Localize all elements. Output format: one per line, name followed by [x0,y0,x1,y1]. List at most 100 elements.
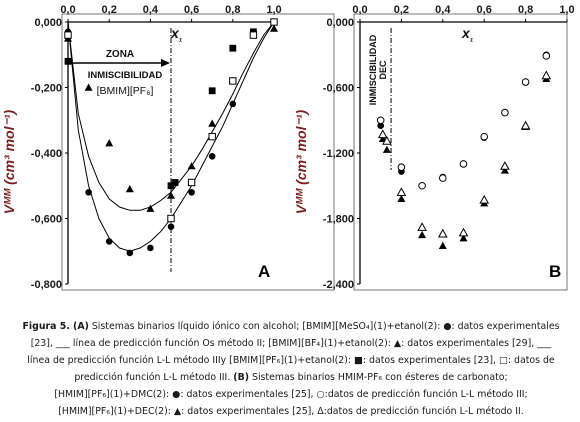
caption-line: línea de predicción función L-L método I… [8,352,574,369]
marker-3-6 [270,18,278,26]
y-axis-label-text: Vᴹᴹ (cm³ mol⁻¹) [1,109,17,214]
y-tick-label: -1,200 [323,148,354,160]
x-tick-label: 1,0 [266,4,281,16]
caption-segment: [HMIM][PF₆](1)+DEC(2): ▲: datos experime… [58,406,524,417]
marker-2-1 [382,145,391,153]
marker-2-3 [418,230,427,239]
x-tick-label: 1,0 [559,4,574,16]
immiscibility-text: INMISCIBILIDAD [368,34,378,105]
marker-1-7 [521,78,530,86]
marker-3-6 [479,194,490,204]
y-tick-label: -1,800 [323,214,354,226]
caption-line: predicción función L-L método III. (B) S… [8,369,574,386]
y-tick-label: -0,200 [31,83,62,95]
x-tick-label: 0,2 [102,4,117,16]
caption-line: [HMIM][PF₆](1)+DMC(2): ●: datos experime… [8,386,574,403]
marker-1-1 [84,83,93,91]
marker-1-2 [418,181,426,190]
y-tick-label: -0,400 [31,148,62,160]
panel-label: A [258,262,270,281]
ionic-liquid-label: [BMIM][PF₆] [97,85,154,97]
marker-0-8 [229,100,237,108]
marker-1-2 [105,139,114,147]
x-tick-label: 0,8 [518,4,533,16]
marker-1-5 [480,132,489,141]
x-tick-label: 0,0 [60,4,75,16]
y-tick-label: 0,000 [326,17,354,29]
marker-0-4 [147,244,154,252]
x-tick-label: 0,6 [477,4,492,16]
marker-1-5 [167,191,175,199]
zone-label: ZONA [106,49,134,60]
y-axis-label-text: Vᴹᴹ (cm³ mol⁻¹) [293,109,309,214]
marker-1-9 [270,24,278,32]
caption-segment: Figura 5. (A) [22,321,89,332]
marker-3-5 [249,31,258,39]
figure: 0,0 0,2 0,4 0,6 0,8 1,0 0,000 -0,200 -0,400 -0,60… [1,4,575,291]
y-tick-label: 0,000 [34,17,62,29]
marker-3-2 [396,187,407,196]
marker-3-4 [437,228,448,238]
caption-line: Figura 5. (A) Sistemas binarios líquido … [8,318,574,335]
marker-3-4 [229,77,237,85]
marker-3-5 [458,227,469,237]
marker-3-0 [377,129,388,139]
caption-segment: [23], ___ línea de predicción función Os… [30,338,552,349]
x-tick-label: 0,8 [225,4,240,16]
marker-3-7 [500,161,510,170]
marker-2-3 [208,87,216,95]
marker-2-2 [397,194,406,203]
caption-segment: [HMIM][PF₆](1)+DMC(2): ●: datos experime… [54,389,528,400]
marker-0-1 [85,189,92,196]
marker-2-7 [500,166,509,174]
marker-1-0 [376,116,385,125]
x-tick-label: 0,6 [184,4,199,16]
marker-1-4 [146,204,155,212]
marker-3-2 [187,178,196,187]
marker-1-3 [125,185,134,193]
figure-caption: Figura 5. (A) Sistemas binarios líquido … [8,318,574,420]
marker-2-4 [229,44,237,52]
y-tick-label: -0,600 [323,83,354,95]
caption-segment: Sistemas binarios HMIM-PF₆ con ésteres d… [249,372,508,383]
zone-arrow-head [161,59,170,67]
y-tick-label: -0,800 [31,279,62,291]
plot-frame [61,13,335,291]
marker-2-1 [167,182,175,190]
immiscibility-label-b: INMISCIBILIDAD DEC [368,34,388,105]
marker-0-6 [188,189,195,196]
dec-text: DEC [378,60,388,80]
marker-3-1 [382,135,392,145]
x-tick-label: 0,4 [143,4,159,16]
marker-2-0 [64,57,72,65]
marker-3-0 [64,31,72,39]
marker-1-4 [459,160,468,168]
marker-1-8 [542,52,551,60]
marker-3-9 [541,70,552,80]
marker-0-3 [126,249,134,257]
marker-1-6 [501,108,509,117]
marker-3-8 [520,120,531,130]
marker-0-5 [167,223,175,230]
marker-0-0 [377,122,385,130]
caption-line: [HMIM][PF₆](1)+DEC(2): ▲: datos experime… [8,403,574,420]
plot-frame [353,13,568,291]
panel-a: 0,0 0,2 0,4 0,6 0,8 1,0 0,000 -0,200 -0,400 -0,60… [1,4,335,291]
marker-0-2 [105,238,113,245]
marker-1-3 [439,174,447,182]
marker-0-7 [208,152,216,160]
caption-segment: línea de predicción función L-L método I… [27,355,555,366]
marker-1-6 [187,162,196,170]
caption-line: [23], ___ línea de predicción función Os… [8,335,574,352]
x-tick-label: 0,0 [352,4,367,16]
x-axis-label: x₁ [170,25,183,44]
panel-label: B [549,262,561,281]
caption-segment: (B) [233,372,250,383]
marker-3-3 [208,132,216,141]
marker-1-7 [208,119,217,127]
marker-2-4 [438,241,447,249]
y-axis-label: Vᴹᴹ (cm³ mol⁻¹) [293,109,309,214]
immiscibility-label: INMISCIBILIDAD [88,70,163,81]
x-axis-label: x₁ [461,25,474,44]
marker-2-5 [459,234,468,242]
